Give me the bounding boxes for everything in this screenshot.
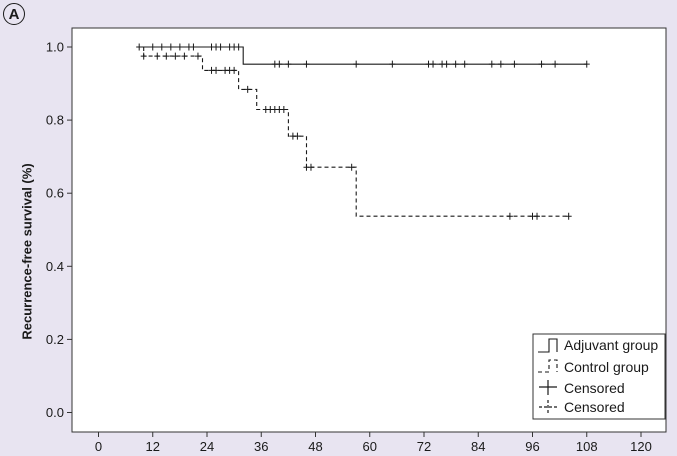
censor-mark-adjuvant	[285, 60, 292, 68]
y-tick-label: 0.0	[46, 405, 64, 420]
censor-mark-control	[294, 132, 301, 140]
censor-mark-adjuvant	[389, 60, 396, 68]
panel-label: A	[3, 3, 25, 25]
censor-mark-control	[194, 52, 201, 60]
legend: Adjuvant group Control group Censored Ce…	[532, 333, 666, 420]
x-tick-label: 84	[471, 439, 485, 454]
legend-censored-solid-icon	[539, 380, 557, 395]
censor-mark-adjuvant	[583, 60, 590, 68]
censor-mark-adjuvant	[136, 43, 143, 51]
censor-mark-adjuvant	[158, 43, 165, 51]
curve-control	[143, 47, 569, 217]
x-tick-label: 48	[308, 439, 322, 454]
legend-label-censored-control: Censored	[564, 399, 625, 415]
legend-censored-dashed-icon	[539, 400, 557, 415]
y-tick-label: 0.8	[46, 113, 64, 128]
censor-mark-control	[307, 163, 314, 171]
censor-mark-adjuvant	[167, 43, 174, 51]
censor-mark-adjuvant	[217, 43, 224, 51]
x-tick-label: 12	[146, 439, 160, 454]
y-tick-label: 1.0	[46, 40, 64, 55]
censor-mark-control	[280, 106, 287, 114]
censor-mark-adjuvant	[176, 43, 183, 51]
x-tick-label: 120	[630, 439, 652, 454]
legend-box	[532, 333, 666, 420]
y-tick-label: 0.4	[46, 259, 64, 274]
censor-mark-adjuvant	[353, 60, 360, 68]
censor-mark-adjuvant	[190, 43, 197, 51]
x-tick-label: 24	[200, 439, 214, 454]
legend-control-step-icon	[538, 359, 558, 373]
censor-mark-adjuvant	[488, 60, 495, 68]
censor-mark-control	[181, 52, 188, 60]
censor-mark-control	[506, 212, 513, 220]
censor-mark-control	[231, 66, 238, 74]
censor-mark-adjuvant	[303, 60, 310, 68]
censor-mark-control	[213, 66, 220, 74]
x-tick-label: 96	[525, 439, 539, 454]
censor-mark-adjuvant	[235, 43, 242, 51]
censor-mark-control	[348, 163, 355, 171]
censor-mark-control	[244, 85, 251, 93]
censor-mark-control	[154, 52, 161, 60]
legend-label-censored-adjuvant: Censored	[564, 380, 625, 396]
x-tick-label: 72	[417, 439, 431, 454]
x-tick-label: 60	[363, 439, 377, 454]
censor-marks	[136, 43, 590, 220]
censor-mark-adjuvant	[511, 60, 518, 68]
censor-mark-adjuvant	[461, 60, 468, 68]
censor-mark-adjuvant	[430, 60, 437, 68]
legend-adjuvant-step-icon	[538, 338, 558, 353]
censor-mark-control	[534, 212, 541, 220]
x-tick-label: 108	[576, 439, 598, 454]
censor-mark-adjuvant	[452, 60, 459, 68]
censor-mark-adjuvant	[149, 43, 156, 51]
y-tick-label: 0.2	[46, 332, 64, 347]
censor-mark-adjuvant	[552, 60, 559, 68]
censor-mark-control	[140, 52, 147, 60]
censor-mark-adjuvant	[538, 60, 545, 68]
censor-mark-control	[565, 212, 572, 220]
censor-mark-control	[163, 52, 170, 60]
legend-label-adjuvant: Adjuvant group	[564, 337, 658, 353]
x-tick-label: 0	[95, 439, 102, 454]
censor-mark-adjuvant	[443, 60, 450, 68]
censor-mark-adjuvant	[276, 60, 283, 68]
x-tick-label: 36	[254, 439, 268, 454]
legend-label-control: Control group	[564, 359, 649, 375]
censor-mark-control	[172, 52, 179, 60]
censor-mark-adjuvant	[497, 60, 504, 68]
y-tick-label: 0.6	[46, 186, 64, 201]
